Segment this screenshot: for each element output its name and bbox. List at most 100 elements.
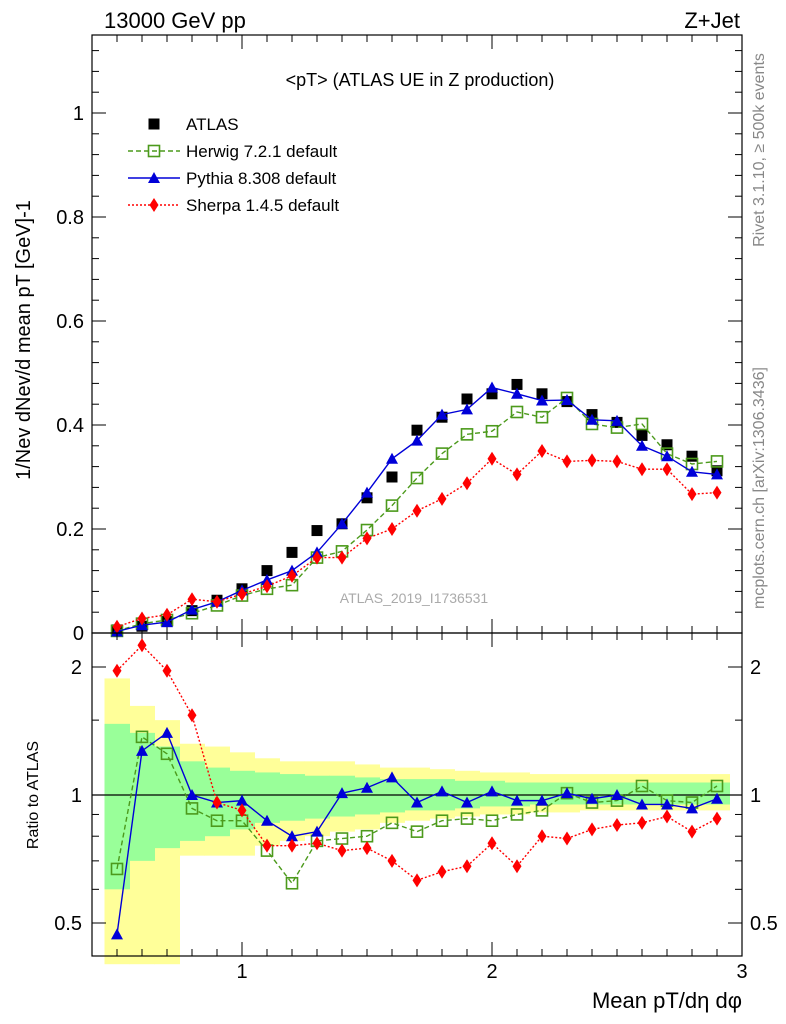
pythia-ratio-point (686, 802, 698, 814)
herwig-ratio-point (635, 779, 649, 793)
atlas-point (361, 492, 373, 504)
sherpa-ratio-point (487, 836, 497, 851)
herwig-ratio-point (285, 876, 299, 890)
sherpa-ratio-point (362, 841, 372, 856)
sherpa-ratio-point (412, 873, 422, 888)
sherpa-point (337, 550, 347, 565)
ratio-y-tick-label-right: 1 (750, 785, 761, 807)
sherpa-ratio-point (637, 815, 647, 830)
legend-label: Sherpa 1.4.5 default (186, 196, 339, 215)
legend-label: Herwig 7.2.1 default (186, 142, 337, 161)
herwig-ratio-point (210, 814, 224, 828)
sherpa-point (462, 476, 472, 491)
sherpa-point (237, 587, 247, 601)
herwig-ratio-point (385, 816, 399, 830)
sherpa-ratio-point (437, 864, 447, 879)
sherpa-ratio-point (287, 838, 297, 853)
pythia-point (461, 403, 473, 415)
y-tick-label: 0 (73, 623, 84, 645)
main-axis-ticks: 0 0.2 0.4 0.6 0.8 1 (56, 35, 742, 645)
herwig-point (460, 428, 474, 441)
herwig-ratio-line (116, 735, 718, 885)
main-panel: <pT> (ATLAS UE in Z production) ATLAS_20… (13, 34, 743, 645)
sherpa-ratio-point (162, 663, 172, 678)
herwig-point (510, 405, 524, 419)
sherpa-point (262, 579, 272, 594)
sherpa-ratio-point (537, 829, 547, 844)
pythia-point (586, 413, 598, 425)
herwig-point (435, 447, 449, 460)
atlas-point (411, 424, 423, 436)
sherpa-point (162, 607, 172, 622)
y-tick-label: 0.2 (56, 519, 84, 541)
ratio-y-tick-label: 2 (71, 657, 82, 679)
atlas-point (486, 388, 498, 400)
sherpa-ratio-point (237, 803, 247, 818)
pythia-point (561, 394, 573, 406)
pythia-ratio-point (286, 830, 298, 842)
ratio-frame (91, 632, 743, 957)
pythia-point (711, 468, 723, 480)
sherpa-ratio-point (612, 818, 622, 833)
sherpa-ratio-point (512, 859, 522, 874)
sherpa-point (512, 467, 522, 482)
pythia-ratio-point (386, 771, 398, 783)
sherpa-point (437, 491, 447, 506)
pythia-point (361, 486, 373, 498)
sherpa-ratio-point (262, 838, 272, 853)
pythia-ratio-point (311, 825, 323, 837)
ratio-y-tick-label-right: 2 (750, 657, 761, 679)
pythia-ratio-point (261, 814, 273, 826)
main-title: <pT> (ATLAS UE in Z production) (286, 70, 555, 90)
pythia-point (186, 603, 198, 615)
legend-marker (147, 144, 161, 158)
rivet-version-label: Rivet 3.1.10, ≥ 500k events (751, 53, 768, 247)
pythia-ratio-point (186, 789, 198, 800)
herwig-point (710, 455, 724, 468)
sherpa-ratio-point (112, 663, 122, 678)
sherpa-ratio-point (662, 809, 672, 824)
x-tick-label: 1 (236, 961, 247, 983)
sherpa-point (662, 462, 672, 477)
atlas-point (286, 546, 298, 558)
band-inner-bin (279, 774, 305, 821)
legend-marker (148, 172, 160, 183)
pythia-ratio-point (611, 789, 623, 800)
herwig-ratio-point (410, 825, 424, 838)
ratio-data-marks (110, 638, 724, 940)
atlas-point (261, 565, 273, 577)
x-tick-label: 2 (486, 961, 497, 983)
analysis-watermark: ATLAS_2019_I1736531 (340, 590, 489, 606)
band-inner-bin (304, 775, 330, 819)
pythia-ratio-point (461, 796, 473, 808)
sherpa-point (112, 619, 122, 634)
y-tick-label: 0.4 (56, 415, 84, 437)
main-y-axis-label: 1/Nev dNev/d mean pT [GeV]-1 (13, 200, 35, 480)
pythia-ratio-point (411, 796, 423, 808)
pythia-ratio-point (636, 798, 648, 810)
herwig-ratio-point (160, 747, 174, 761)
sherpa-point (412, 503, 422, 518)
sherpa-ratio-point (712, 811, 722, 826)
sherpa-point (712, 485, 722, 500)
pythia-ratio-point (361, 781, 373, 793)
pythia-point (536, 394, 548, 406)
band-inner-bin (104, 723, 130, 890)
pythia-ratio-point (161, 726, 173, 738)
sherpa-point (137, 611, 147, 626)
pythia-ratio-point (586, 792, 598, 804)
band-inner-bin (379, 779, 405, 813)
sherpa-point (487, 451, 497, 466)
process-label: Z+Jet (684, 8, 740, 33)
sherpa-point (287, 568, 297, 583)
legend-marker (148, 118, 160, 130)
ratio-y-tick-label: 1 (71, 785, 82, 807)
herwig-ratio-point (135, 730, 149, 744)
herwig-point (535, 410, 549, 424)
band-inner-bin (154, 746, 180, 849)
atlas-point (636, 429, 648, 441)
herwig-ratio-point (510, 808, 524, 821)
y-tick-label: 0.6 (56, 311, 84, 333)
sherpa-point (537, 444, 547, 458)
